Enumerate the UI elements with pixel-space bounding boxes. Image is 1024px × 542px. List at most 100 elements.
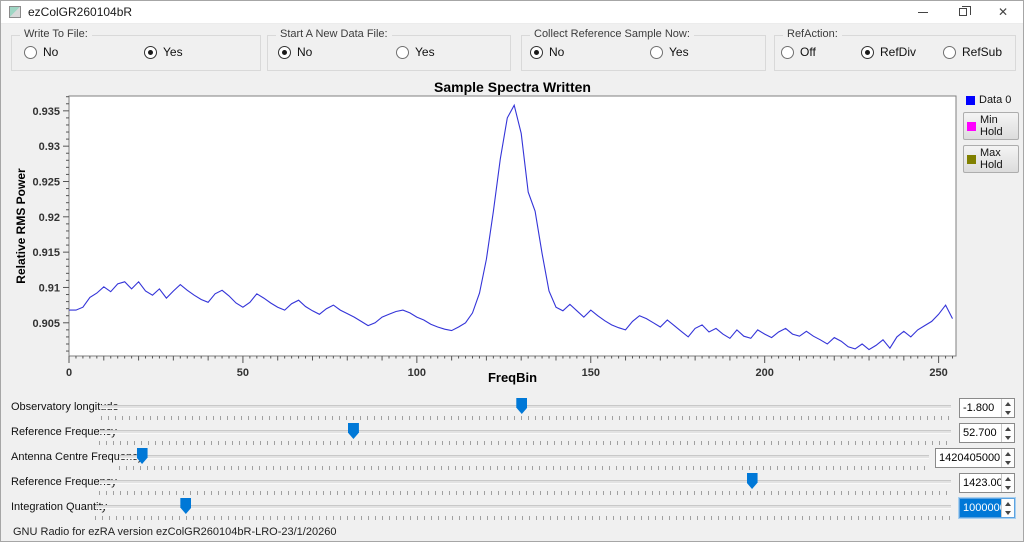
spin-down-button[interactable] bbox=[1002, 458, 1014, 467]
status-text: GNU Radio for ezRA version ezColGR260104… bbox=[13, 525, 337, 538]
slider-label: Observatory longitude bbox=[11, 401, 119, 413]
min-hold-swatch-icon bbox=[967, 121, 976, 131]
radio-refaction-off[interactable]: Off bbox=[781, 45, 816, 59]
legend-label: Data 0 bbox=[979, 94, 1012, 106]
legend-label: Min Hold bbox=[980, 114, 1003, 138]
group-refaction: RefAction: Off RefDiv RefSub bbox=[774, 28, 1016, 71]
slider-groove[interactable] bbox=[119, 455, 929, 459]
svg-text:50: 50 bbox=[237, 367, 249, 379]
slider-ticks bbox=[99, 441, 951, 445]
slider-row-antenna-centre-frequency: Antenna Centre Frequency 1420405000.000 bbox=[1, 447, 1024, 471]
reference-frequency-1-spinbox[interactable]: 52.700 bbox=[959, 423, 1015, 443]
reference-frequency-2-spinbox[interactable]: 1423.000 bbox=[959, 473, 1015, 493]
svg-text:0: 0 bbox=[66, 367, 72, 379]
close-button[interactable]: ✕ bbox=[983, 1, 1023, 23]
status-bar: GNU Radio for ezRA version ezColGR260104… bbox=[1, 521, 1023, 542]
integration-quantity-spinbox[interactable]: 1000000 bbox=[959, 498, 1015, 518]
spin-value[interactable]: -1.800 bbox=[963, 402, 995, 414]
radio-icon bbox=[943, 45, 956, 59]
svg-text:0.93: 0.93 bbox=[39, 141, 60, 153]
radio-label: Yes bbox=[415, 45, 435, 59]
slider-label: Reference Frequency bbox=[11, 476, 117, 488]
slider-groove[interactable] bbox=[99, 430, 951, 434]
group-label: Collect Reference Sample Now: bbox=[530, 28, 694, 40]
spin-up-button[interactable] bbox=[1002, 424, 1014, 433]
radio-icon bbox=[530, 45, 543, 59]
legend-label: Max Hold bbox=[980, 147, 1003, 171]
radio-collectref-yes[interactable]: Yes bbox=[650, 45, 689, 59]
legend-item-max-hold[interactable]: Max Hold bbox=[963, 145, 1019, 173]
minimize-icon bbox=[918, 11, 928, 13]
svg-text:200: 200 bbox=[756, 367, 774, 379]
spin-down-button[interactable] bbox=[1002, 433, 1014, 442]
radio-icon bbox=[278, 45, 291, 59]
slider-ticks bbox=[95, 516, 951, 520]
radio-label: RefSub bbox=[962, 45, 1003, 59]
chart-legend: Data 0 Min Hold Max Hold bbox=[963, 93, 1019, 173]
slider-label: Antenna Centre Frequency bbox=[11, 451, 144, 463]
radio-icon bbox=[144, 45, 157, 59]
slider-ticks bbox=[101, 416, 951, 420]
legend-item-data0[interactable]: Data 0 bbox=[963, 93, 1019, 107]
spin-value[interactable]: 1420405000.000 bbox=[939, 452, 1001, 464]
minimize-button[interactable] bbox=[903, 1, 943, 23]
app-icon bbox=[9, 6, 21, 18]
slider-row-integration-quantity: Integration Quantity 1000000 bbox=[1, 497, 1024, 521]
spin-up-button[interactable] bbox=[1002, 449, 1014, 458]
arrow-down-icon bbox=[1005, 460, 1011, 465]
slider-groove[interactable] bbox=[99, 480, 951, 484]
arrow-up-icon bbox=[1005, 401, 1011, 406]
arrow-up-icon bbox=[1005, 501, 1011, 506]
slider-handle[interactable] bbox=[746, 473, 758, 489]
group-label: Write To File: bbox=[20, 28, 92, 40]
slider-groove[interactable] bbox=[95, 505, 951, 509]
data0-swatch-icon bbox=[966, 95, 975, 105]
slider-row-observatory-longitude: Observatory longitude -1.800 bbox=[1, 397, 1024, 421]
arrow-up-icon bbox=[1005, 451, 1011, 456]
spin-up-button[interactable] bbox=[1002, 399, 1014, 408]
spin-down-button[interactable] bbox=[1002, 483, 1014, 492]
spin-up-button[interactable] bbox=[1002, 474, 1014, 483]
radio-refaction-refdiv[interactable]: RefDiv bbox=[861, 45, 916, 59]
svg-text:250: 250 bbox=[929, 367, 947, 379]
radio-write-yes[interactable]: Yes bbox=[144, 45, 183, 59]
svg-text:0.905: 0.905 bbox=[32, 318, 60, 330]
radio-icon bbox=[24, 45, 37, 59]
group-collect-reference: Collect Reference Sample Now: No Yes bbox=[521, 28, 766, 71]
spin-up-button[interactable] bbox=[1002, 499, 1014, 508]
svg-text:0.925: 0.925 bbox=[32, 176, 60, 188]
slider-handle[interactable] bbox=[516, 398, 528, 414]
slider-ticks bbox=[99, 491, 951, 495]
plot-area[interactable]: 0.905 0.91 0.915 0.92 0.925 0.93 0.935 0 50 100 15… bbox=[9, 79, 1017, 393]
slider-handle[interactable] bbox=[136, 448, 148, 464]
radio-refaction-refsub[interactable]: RefSub bbox=[943, 45, 1002, 59]
radio-icon bbox=[861, 45, 874, 59]
spin-down-button[interactable] bbox=[1002, 408, 1014, 417]
restore-button[interactable] bbox=[943, 1, 983, 23]
radio-collectref-no[interactable]: No bbox=[530, 45, 564, 59]
slider-label: Reference Frequency bbox=[11, 426, 117, 438]
slider-handle[interactable] bbox=[180, 498, 192, 514]
radio-newfile-yes[interactable]: Yes bbox=[396, 45, 435, 59]
radio-label: Off bbox=[800, 45, 816, 59]
spin-value[interactable]: 1000000 bbox=[960, 499, 1001, 517]
arrow-down-icon bbox=[1005, 410, 1011, 415]
spin-down-button[interactable] bbox=[1002, 508, 1014, 517]
radio-write-no[interactable]: No bbox=[24, 45, 58, 59]
radio-icon bbox=[650, 45, 663, 59]
observatory-longitude-spinbox[interactable]: -1.800 bbox=[959, 398, 1015, 418]
arrow-down-icon bbox=[1005, 510, 1011, 515]
group-start-new-file: Start A New Data File: No Yes bbox=[267, 28, 511, 71]
slider-handle[interactable] bbox=[347, 423, 359, 439]
radio-newfile-no[interactable]: No bbox=[278, 45, 312, 59]
spin-value[interactable]: 52.700 bbox=[963, 427, 997, 439]
radio-label: Yes bbox=[163, 45, 183, 59]
antenna-centre-frequency-spinbox[interactable]: 1420405000.000 bbox=[935, 448, 1015, 468]
x-axis-label: FreqBin bbox=[487, 370, 538, 385]
legend-item-min-hold[interactable]: Min Hold bbox=[963, 112, 1019, 140]
close-icon: ✕ bbox=[997, 5, 1009, 19]
slider-row-reference-frequency-1: Reference Frequency 52.700 bbox=[1, 422, 1024, 446]
radio-label: No bbox=[297, 45, 313, 59]
spin-value[interactable]: 1423.000 bbox=[963, 477, 1001, 489]
